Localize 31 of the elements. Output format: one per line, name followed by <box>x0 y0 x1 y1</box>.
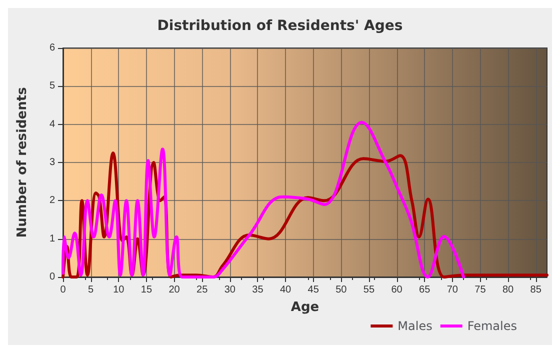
line-series <box>62 120 466 278</box>
y-tick-label: 5 <box>49 80 56 92</box>
x-tick-label: 75 <box>474 284 486 296</box>
x-tick-label: 15 <box>140 284 152 296</box>
legend-label: Males <box>398 319 432 333</box>
x-axis-title: Age <box>290 300 320 315</box>
x-tick-label: 50 <box>336 284 348 296</box>
x-tick-label: 60 <box>391 284 403 296</box>
chart-title: Distribution of Residents' Ages <box>157 18 403 34</box>
y-axis-title: Number of residents <box>15 86 30 238</box>
x-tick-label: 45 <box>308 284 320 296</box>
y-tick-label: 6 <box>49 42 56 54</box>
legend-label: Females <box>467 319 517 333</box>
x-tick-label: 30 <box>224 284 236 296</box>
x-tick-label: 20 <box>168 284 180 296</box>
y-tick-label: 0 <box>49 272 56 282</box>
x-tick-label: 80 <box>502 284 514 296</box>
x-tick-label: 25 <box>196 284 208 296</box>
x-tick-label: 35 <box>252 284 264 296</box>
x-tick-label: 55 <box>363 284 375 296</box>
x-tick-label: 85 <box>530 284 542 296</box>
x-tick-label: 65 <box>419 284 431 296</box>
y-tick-label: 4 <box>49 118 56 130</box>
x-tick-label: 5 <box>88 284 94 296</box>
y-tick-label: 1 <box>49 233 56 244</box>
x-tick-label: 70 <box>446 284 458 296</box>
x-tick-label: 0 <box>60 284 66 296</box>
x-tick-label: 40 <box>280 284 292 296</box>
y-tick-label: 2 <box>49 195 56 206</box>
x-tick-label: 10 <box>113 284 125 296</box>
y-tick-label: 3 <box>49 157 56 168</box>
